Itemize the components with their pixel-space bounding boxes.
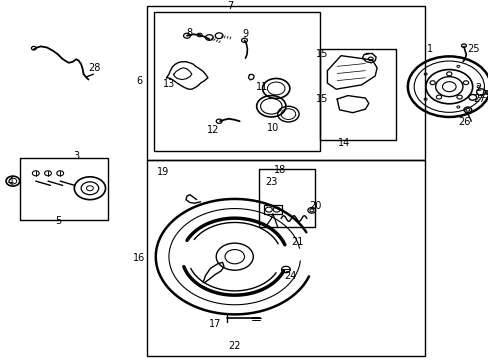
Bar bbox=[20, 158, 108, 220]
Text: 28: 28 bbox=[88, 63, 101, 73]
Text: 2: 2 bbox=[474, 84, 481, 94]
Text: 10: 10 bbox=[266, 123, 278, 133]
Text: 18: 18 bbox=[273, 166, 285, 175]
Bar bbox=[147, 6, 424, 160]
Bar bbox=[154, 12, 320, 151]
Text: 22: 22 bbox=[228, 341, 241, 351]
Text: 16: 16 bbox=[132, 253, 144, 263]
Text: 6: 6 bbox=[136, 76, 142, 86]
Text: 1: 1 bbox=[426, 44, 432, 54]
Text: 24: 24 bbox=[284, 271, 296, 280]
Text: 7: 7 bbox=[226, 1, 232, 12]
Text: 27: 27 bbox=[472, 94, 484, 104]
Text: 14: 14 bbox=[338, 138, 350, 148]
Text: 11: 11 bbox=[256, 82, 268, 92]
Text: 26: 26 bbox=[458, 117, 470, 127]
Bar bbox=[147, 160, 424, 356]
Text: 20: 20 bbox=[308, 201, 321, 211]
Text: 8: 8 bbox=[186, 28, 193, 38]
Bar bbox=[259, 168, 315, 228]
Text: 23: 23 bbox=[264, 177, 277, 187]
Bar bbox=[320, 49, 395, 140]
Text: 9: 9 bbox=[242, 29, 248, 39]
Text: 25: 25 bbox=[467, 44, 479, 54]
Text: 17: 17 bbox=[209, 319, 221, 329]
Bar bbox=[264, 205, 281, 214]
Text: 13: 13 bbox=[163, 79, 175, 89]
Text: 5: 5 bbox=[55, 216, 61, 226]
Text: 3: 3 bbox=[73, 151, 79, 161]
Text: 12: 12 bbox=[206, 125, 219, 135]
Text: 15: 15 bbox=[316, 49, 328, 59]
Text: 15: 15 bbox=[316, 94, 328, 104]
Text: 19: 19 bbox=[156, 167, 168, 177]
Text: 21: 21 bbox=[290, 237, 303, 247]
Text: 4: 4 bbox=[7, 177, 14, 187]
